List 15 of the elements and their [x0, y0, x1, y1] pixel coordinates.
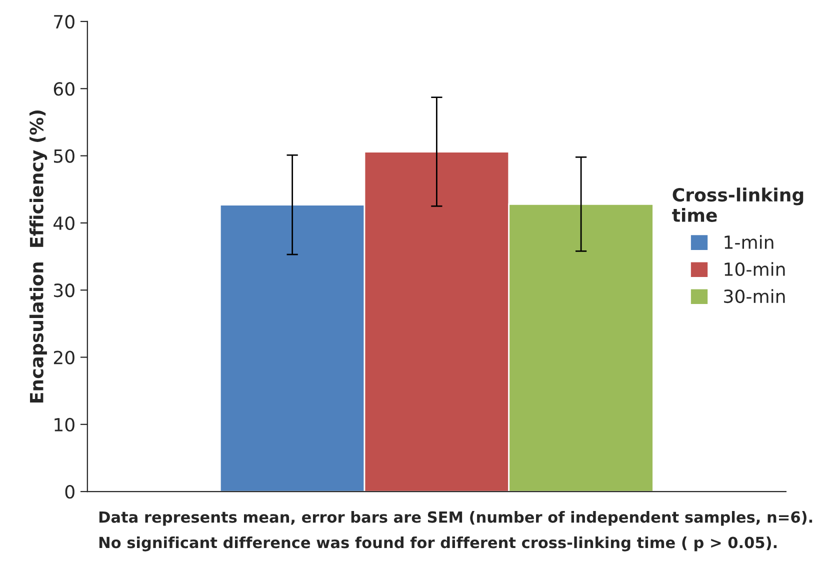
y-tick-label: 20 — [54, 350, 74, 364]
y-tick-label: 60 — [54, 82, 74, 96]
text: No significant difference was found for different cross-linking time ( p > 0.05). — [99, 536, 777, 552]
y-tick-label: 50 — [54, 149, 74, 163]
y-axis-title: Encapsulation Efficiency (%) — [29, 110, 48, 402]
legend-label: 1-min — [724, 235, 774, 249]
legend-title: Cross-linking time — [672, 188, 804, 222]
y-tick-label: 10 — [54, 418, 74, 432]
y-tick-label: 70 — [54, 14, 74, 29]
text: Data represents mean, error bars are SEM (number of independent samples, n=6). — [99, 511, 812, 526]
legend-label: 10-min — [724, 262, 785, 276]
y-tick-label: 30 — [54, 284, 74, 298]
legend-label: 30-min — [724, 289, 785, 304]
y-tick-label: 0 — [65, 485, 74, 499]
y-tick-label: 40 — [54, 216, 74, 230]
